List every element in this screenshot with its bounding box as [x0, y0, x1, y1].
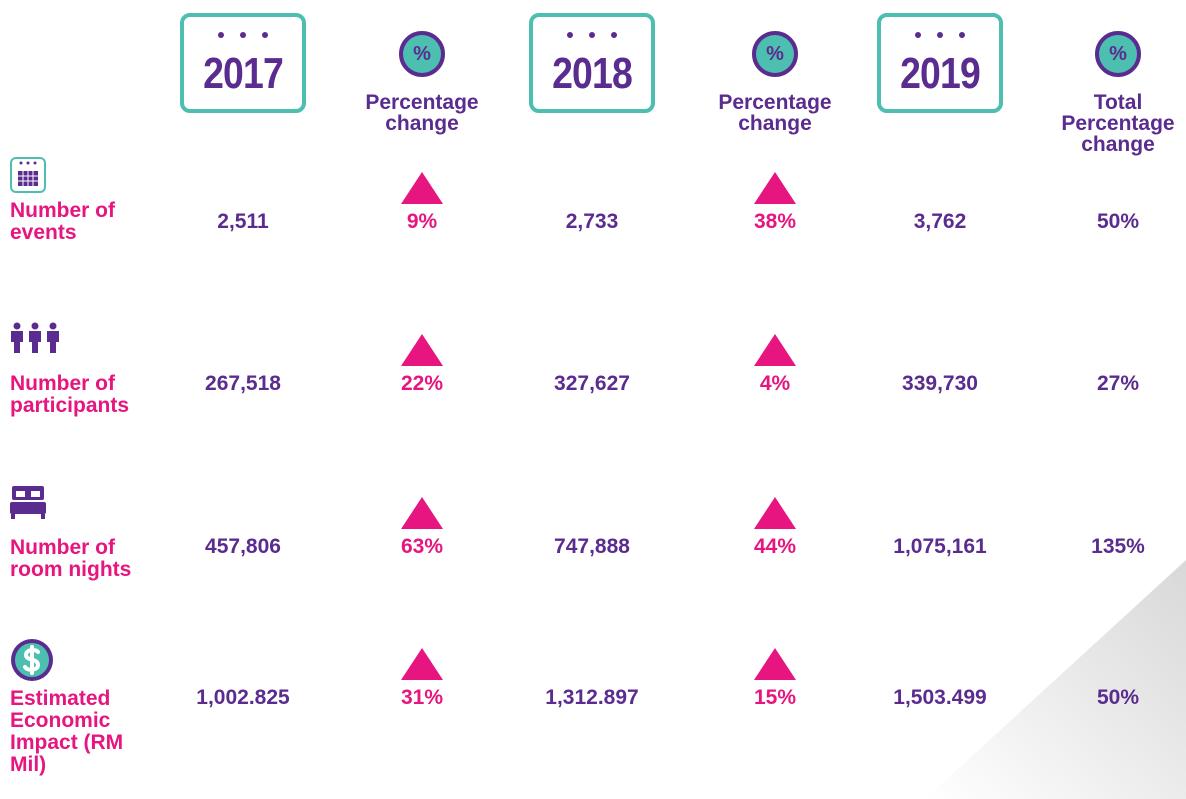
cell: 1,002.825 [196, 686, 290, 709]
up-triangle [754, 648, 796, 680]
calendar-dots [184, 25, 302, 43]
up-triangle [401, 648, 443, 680]
cell: 457,806 [205, 535, 281, 558]
percent-icon: % [1095, 31, 1141, 77]
cell: 38% [753, 210, 797, 233]
year-box: 2018 [529, 13, 655, 113]
year-box: 2019 [877, 13, 1003, 113]
percent-symbol: % [1099, 35, 1137, 73]
row-label: Estimated Economic Impact (RM Mil) [10, 687, 124, 776]
calendar-dots [881, 25, 999, 43]
column-label: Total Percentage change [1061, 91, 1175, 156]
up-triangle [754, 334, 796, 366]
cell: 27% [1096, 372, 1140, 395]
people-icon [11, 322, 59, 353]
year-box: 2017 [180, 13, 306, 113]
cell: 22% [400, 372, 444, 395]
up-triangle [401, 334, 443, 366]
percent-icon: % [752, 31, 798, 77]
cell: 1,503.499 [893, 686, 987, 709]
row-label: Number of participants [10, 372, 130, 417]
cell: 15% [753, 686, 797, 709]
year: 2019 [900, 49, 981, 98]
calendar-icon [10, 157, 46, 193]
cell: 50% [1096, 210, 1140, 233]
cell: 2,733 [565, 210, 619, 233]
dollar-icon [11, 639, 53, 681]
cell: 135% [1091, 535, 1145, 558]
cell: 2,511 [217, 210, 269, 233]
cell: 63% [400, 535, 444, 558]
up-triangle [754, 497, 796, 529]
cell: 1,075,161 [893, 535, 987, 558]
cell: 44% [753, 535, 797, 558]
year: 2018 [552, 49, 633, 98]
cell: 747,888 [554, 535, 630, 558]
row-label: Number of events [10, 199, 115, 244]
cell: 4% [759, 372, 791, 395]
up-triangle [401, 497, 443, 529]
column-label: Percentage change [718, 91, 832, 135]
percent-icon: % [399, 31, 445, 77]
cell: 3,762 [913, 210, 967, 233]
cell: 339,730 [902, 372, 978, 395]
cell: 50% [1096, 686, 1140, 709]
column-label: Percentage change [365, 91, 479, 135]
cell: 267,518 [205, 372, 281, 395]
year: 2017 [203, 49, 284, 98]
corner-shade [925, 560, 1186, 799]
up-triangle [401, 172, 443, 204]
up-triangle [754, 172, 796, 204]
cell: 327,627 [554, 372, 630, 395]
calendar-dots [533, 25, 651, 43]
percent-symbol: % [756, 35, 794, 73]
percent-symbol: % [403, 35, 441, 73]
row-label: Number of room nights [10, 536, 132, 581]
cell: 9% [406, 210, 438, 233]
cell: 1,312.897 [545, 686, 639, 709]
bed-icon [10, 486, 46, 519]
cell: 31% [400, 686, 444, 709]
